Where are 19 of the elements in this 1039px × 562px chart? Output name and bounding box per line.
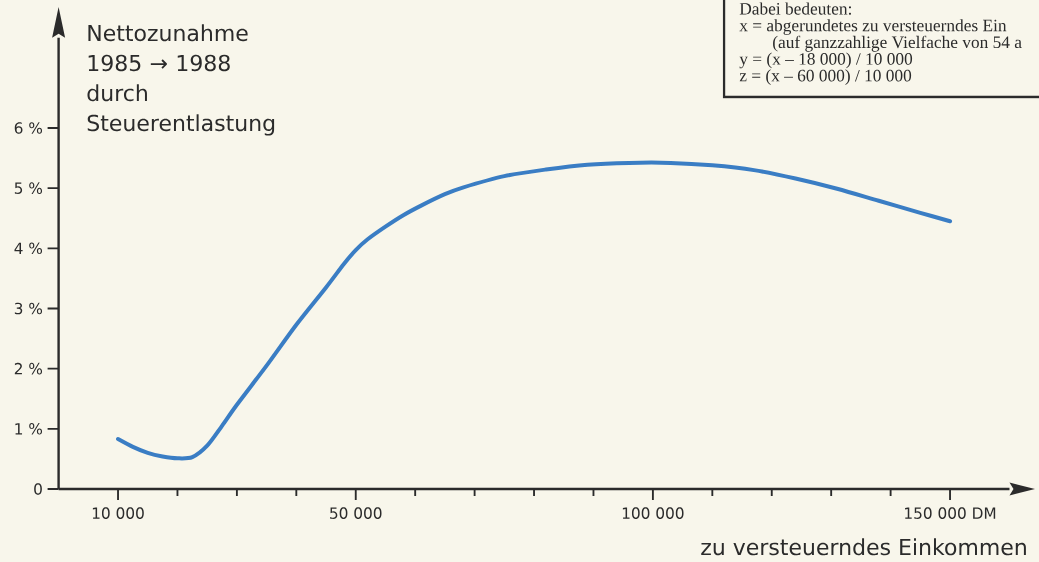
x-tick-label: 10 000: [92, 507, 144, 519]
line-series: [116, 160, 953, 461]
annotation: z = (x – 60 000) / 10 000: [739, 69, 912, 85]
y-tick-label: 4 %: [14, 242, 43, 255]
x-tick-label: 100 000: [622, 507, 684, 519]
text: Dabei bedeuten:: [739, 2, 851, 15]
y-tick-label: 2 %: [14, 362, 43, 375]
y-tick-label: 0: [34, 483, 42, 495]
annotation: y = (x – 18 000) / 10 000: [739, 52, 913, 69]
y-tick-label: 1 %: [15, 423, 43, 435]
y-tick-label: 6 %: [14, 122, 43, 134]
x-tick-label: 50 000: [330, 507, 382, 519]
y-tick-label: 3 %: [14, 302, 43, 315]
x-tick-label: 150 000 DM: [905, 507, 996, 519]
y-tick-label: 5 %: [14, 182, 43, 194]
text: x = abgerundetes zu versteuerndes Ein: [739, 19, 1007, 35]
annotation: (auf ganzzahlige Vielfache von 54 a: [773, 35, 1022, 52]
x-axis-title: zu versteuerndes Einkommen: [701, 538, 1026, 556]
y-axis-title: Nettozunahme 1985 → 1988 durch Steuerentlastung: [87, 24, 275, 136]
